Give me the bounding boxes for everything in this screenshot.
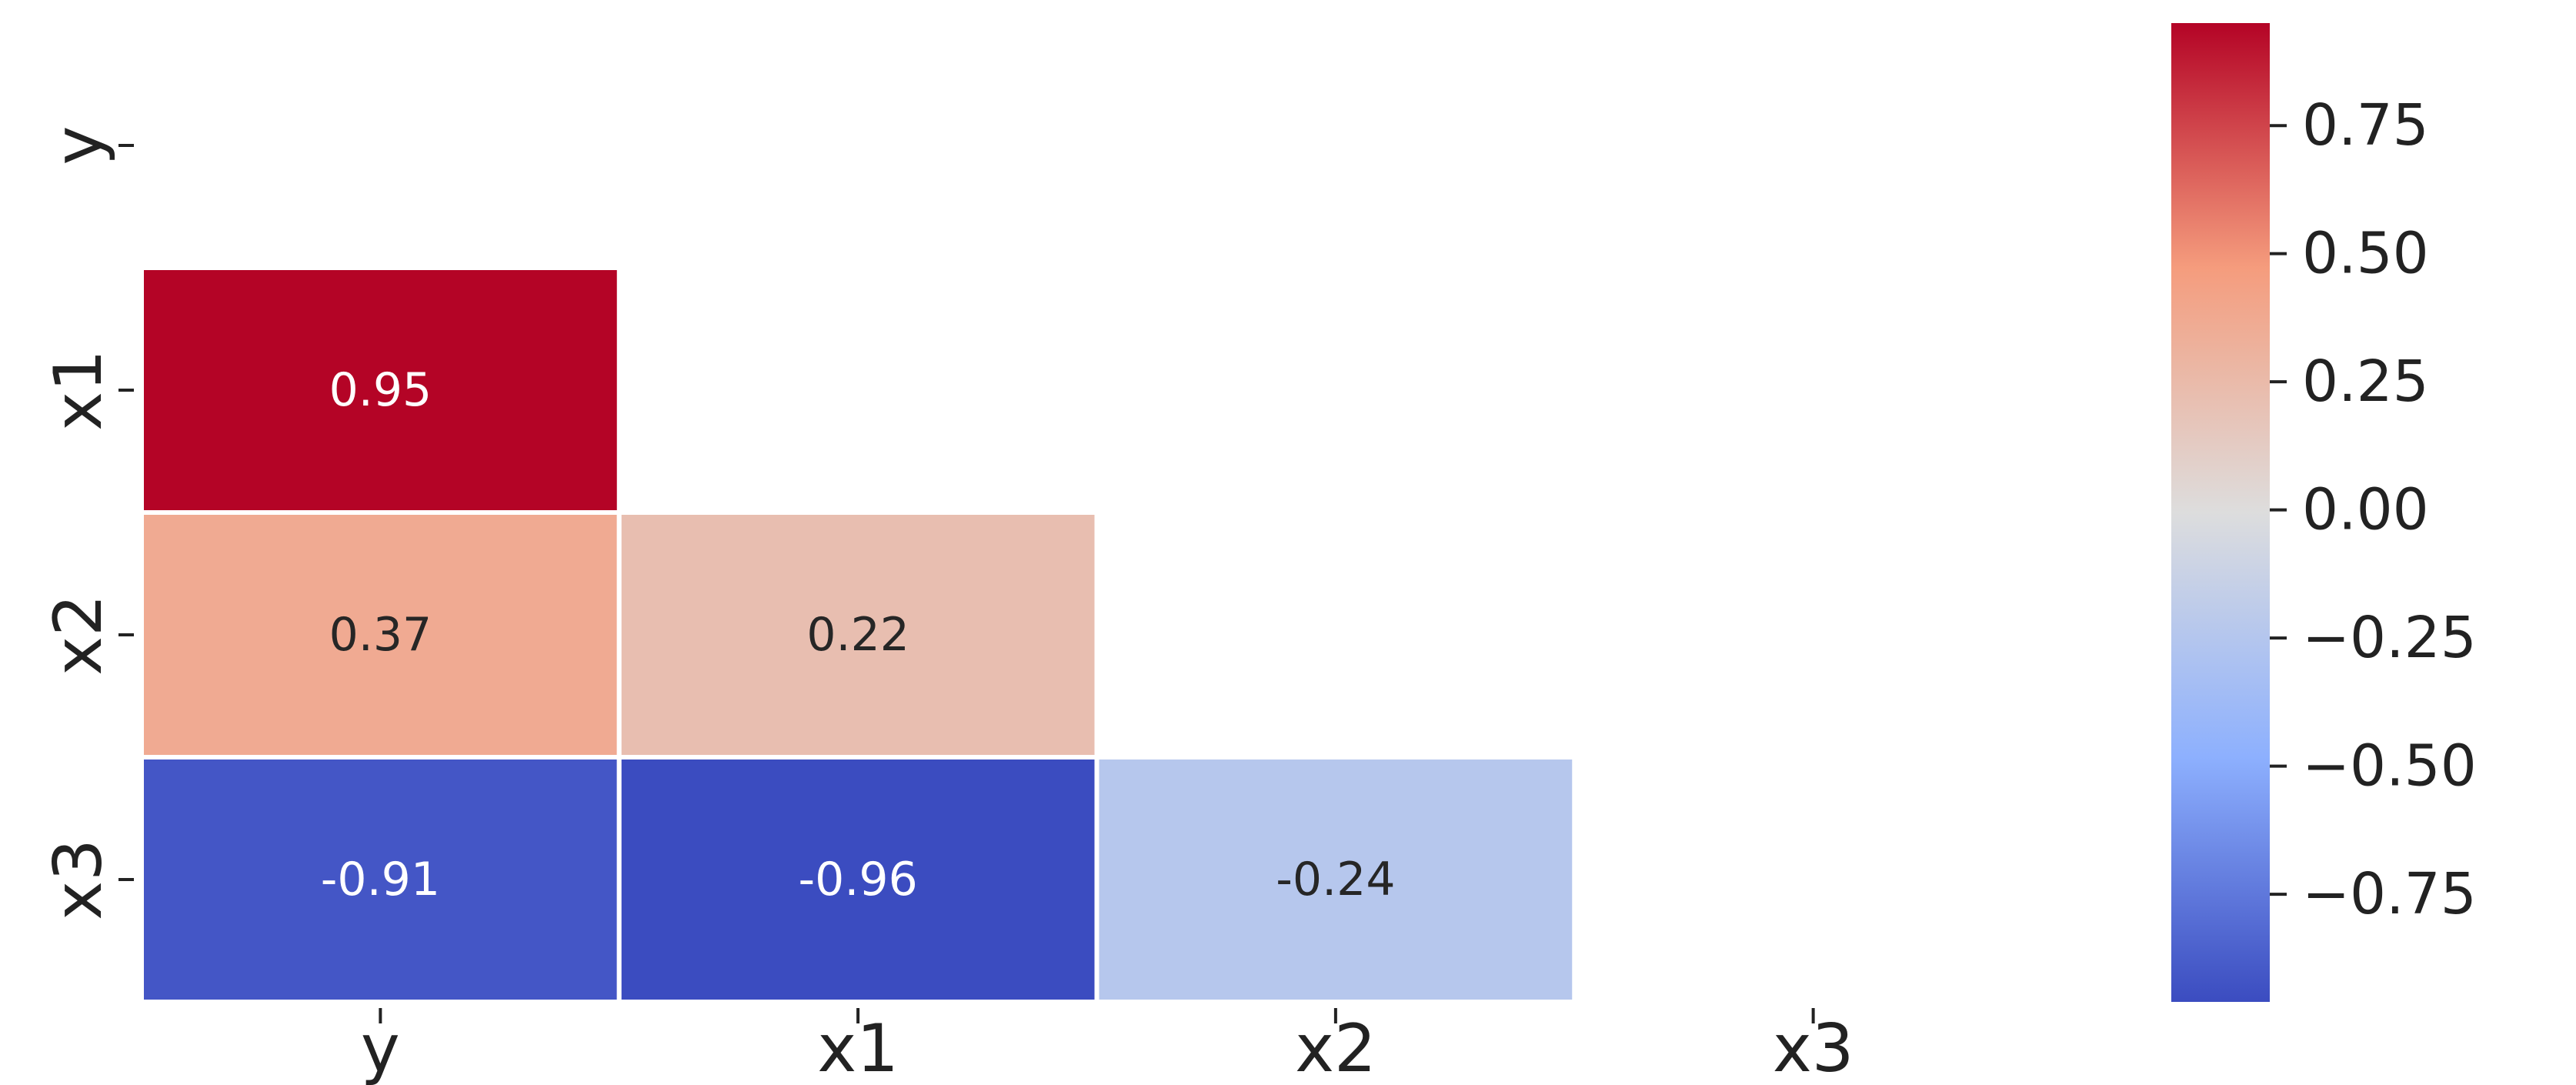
y-tick-label-x3: x3 [40, 839, 117, 920]
heatmap-cell-x3-x2 [1094, 755, 1577, 1004]
cell-value-x1-y: 0.95 [329, 363, 432, 417]
colorbar-tick-label: −0.25 [2302, 605, 2477, 671]
cell-value-x3-x2: -0.24 [1276, 853, 1395, 906]
colorbar-tick-label: 0.25 [2302, 349, 2429, 415]
heatmap-cell-x2-x1 [616, 510, 1099, 760]
cell-value-x3-y: -0.91 [321, 853, 440, 906]
heatmap-cell-x2-y [139, 510, 622, 760]
x-tick-label-x3: x3 [1773, 1010, 1854, 1085]
cell-value-x2-x1: 0.22 [806, 608, 909, 662]
colorbar-gradient [2171, 23, 2270, 1002]
colorbar-tick-label: −0.75 [2302, 861, 2477, 927]
heatmap-cells: 0.95 0.37 0.22 -0.91 -0.96 -0.24 [139, 265, 1577, 1004]
colorbar-tick-label: 0.50 [2302, 221, 2429, 287]
cell-value-x2-y: 0.37 [329, 608, 432, 662]
colorbar-tick-label: −0.50 [2302, 733, 2477, 800]
y-tick-label-y: y [40, 126, 117, 165]
cell-value-x3-x1: -0.96 [799, 853, 918, 906]
y-tick-label-x1: x1 [40, 349, 117, 431]
heatmap-cell-x3-y [139, 755, 622, 1004]
y-axis: y x1 x2 x3 [40, 126, 134, 920]
colorbar-tick-label: 0.00 [2302, 477, 2429, 543]
heatmap-cell-x1-y [139, 265, 622, 515]
x-tick-label-x2: x2 [1295, 1010, 1376, 1085]
colorbar: 0.75 0.50 0.25 0.00 −0.25 −0.50 −0.75 [2171, 23, 2477, 1002]
y-tick-label-x2: x2 [40, 594, 117, 676]
x-tick-label-y: y [361, 1010, 400, 1085]
colorbar-tick-label: 0.75 [2302, 92, 2429, 159]
x-tick-label-x1: x1 [817, 1010, 899, 1085]
heatmap-cell-x3-x1 [616, 755, 1099, 1004]
x-axis: y x1 x2 x3 [361, 1008, 1854, 1085]
